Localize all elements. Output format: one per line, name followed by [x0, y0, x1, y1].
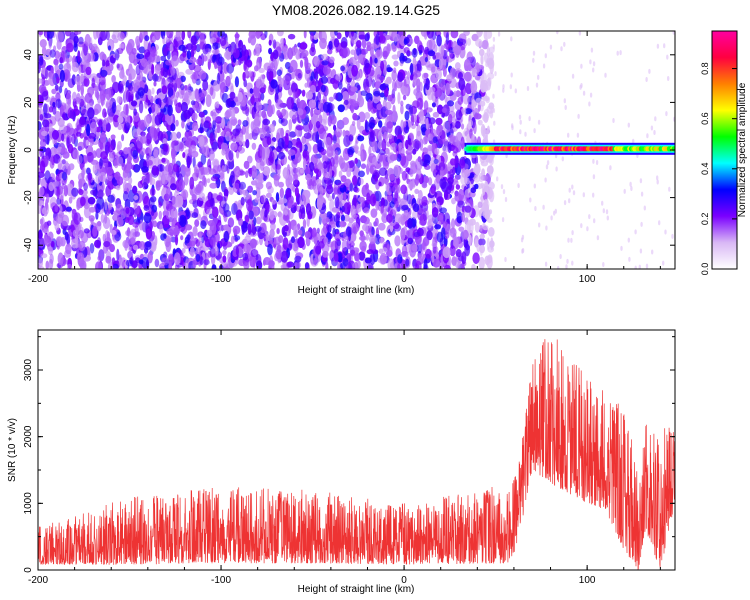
snr-x-tick-label: 0 — [401, 575, 407, 586]
spectrogram-x-tick-label: 100 — [579, 274, 596, 285]
snr-y-tick-label: 2000 — [23, 425, 34, 448]
snr-y-tick-label: 3000 — [23, 358, 34, 381]
spectrogram-y-tick-label: -40 — [23, 238, 34, 253]
spectrogram-x-tick-label: 0 — [401, 274, 407, 285]
colorbar-label: Normalized spectral amplitude — [737, 82, 748, 217]
snr-x-tick-label: -100 — [211, 575, 231, 586]
colorbar-ticks: 0.0 0.2 0.4 0.6 0.8 — [700, 62, 737, 275]
colorbar: 0.0 0.2 0.4 0.6 0.8 Normalized spectral ampl… — [700, 30, 748, 275]
spectrogram-y-label: Frequency (Hz) — [7, 116, 18, 185]
colorbar-tick-label: 0.2 — [700, 213, 710, 226]
snr-y-label: SNR (10 * v/v) — [7, 418, 18, 482]
spectrogram-y-tick-label: -20 — [23, 190, 34, 205]
spectrogram-x-label: Height of straight line (km) — [298, 285, 415, 296]
snr-frame — [37, 329, 676, 571]
spectrogram-y-tick-label: 0 — [23, 147, 34, 153]
snr-x-label: Height of straight line (km) — [298, 584, 415, 595]
snr-x-tick-label: -200 — [28, 575, 48, 586]
snr-series-line — [38, 339, 675, 570]
colorbar-tick-label: 0.0 — [700, 263, 710, 276]
colorbar-tick-label: 0.4 — [700, 163, 710, 176]
figure-title: YM08.2026.082.19.14.G25 — [272, 2, 440, 18]
spectrogram-x-tick-label: -100 — [211, 274, 231, 285]
colorbar-tick-label: 0.8 — [700, 62, 710, 75]
spectrogram-y-tick-label: 40 — [23, 49, 34, 61]
snr-y-tick-label: 1000 — [23, 492, 34, 515]
spectrogram-cells — [38, 31, 675, 269]
colorbar-gradient — [712, 31, 737, 269]
colorbar-frame — [711, 30, 738, 270]
colorbar-tick-label: 0.6 — [700, 112, 710, 125]
spectrogram-y-tick-label: 20 — [23, 96, 34, 108]
spectrogram-x-tick-label: -200 — [28, 274, 48, 285]
snr-y-tick-label: 0 — [23, 567, 34, 573]
snr-x-tick-label: 100 — [579, 575, 596, 586]
